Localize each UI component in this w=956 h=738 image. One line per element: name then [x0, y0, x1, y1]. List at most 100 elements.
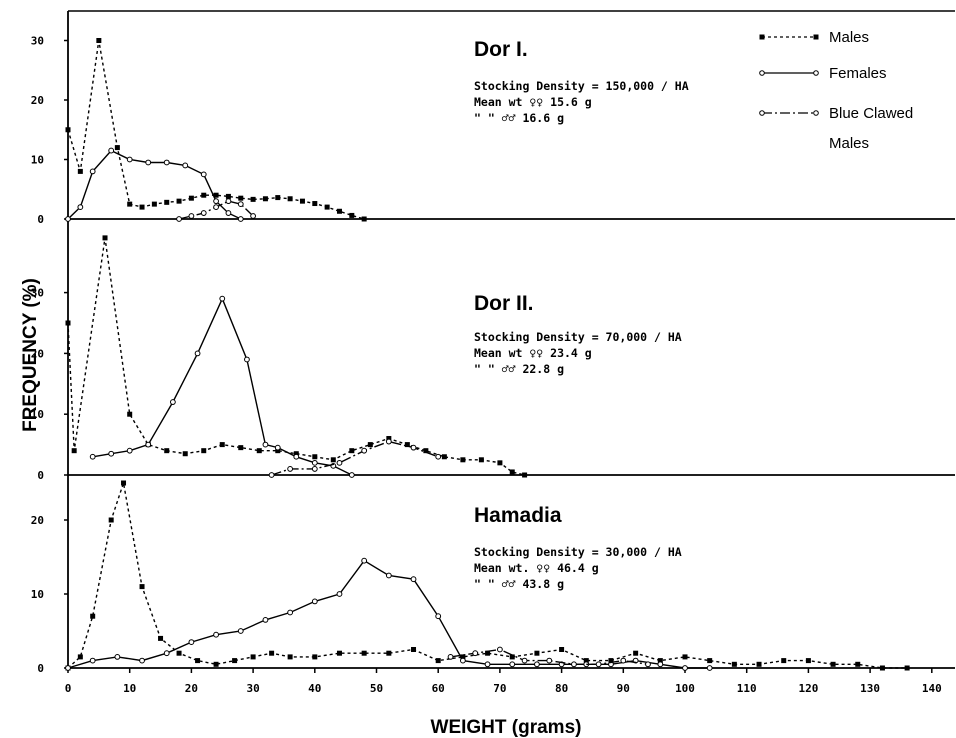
data-point	[121, 480, 127, 486]
data-point	[410, 576, 417, 583]
x-tick-label: 140	[922, 682, 942, 695]
panels: 0 10 20 30 Dor I. Stocking Density = 150,000 …	[31, 35, 910, 675]
y-tick-label: 10	[31, 408, 44, 421]
data-point	[361, 447, 368, 454]
data-point	[77, 168, 83, 174]
series-blue-clawed-males	[268, 438, 442, 478]
legend-marker	[813, 110, 819, 116]
data-point	[571, 661, 577, 668]
legend-label-line2: Males	[829, 135, 869, 152]
data-point	[311, 466, 318, 472]
data-point	[497, 460, 503, 466]
data-point	[139, 584, 145, 590]
data-point	[435, 613, 442, 620]
data-point	[620, 657, 627, 664]
data-point	[213, 192, 219, 198]
y-tick-label: 20	[31, 347, 44, 360]
data-point	[287, 196, 293, 202]
data-point	[219, 295, 226, 302]
data-point	[349, 448, 355, 454]
data-point	[546, 657, 553, 664]
panel-info-line: Mean wt ♀♀ 15.6 g	[474, 95, 592, 109]
data-point	[682, 665, 688, 671]
panel-info-line: Stocking Density = 30,000 / HA	[474, 545, 682, 559]
data-point	[460, 457, 466, 463]
panel-info-line: " " ♂♂ 22.8 g	[474, 362, 564, 376]
panel-0: 0 10 20 30 Dor I. Stocking Density = 150,000 …	[31, 35, 689, 227]
data-point	[225, 198, 232, 205]
legend-label: Males	[829, 29, 869, 46]
data-point	[250, 196, 256, 202]
data-point	[435, 453, 442, 460]
data-point	[275, 195, 281, 201]
data-point	[89, 657, 96, 664]
data-point	[163, 159, 170, 166]
data-point	[262, 196, 268, 202]
data-point	[385, 438, 392, 445]
data-point	[194, 350, 201, 357]
data-point	[195, 658, 201, 664]
data-point	[164, 448, 170, 454]
data-point	[269, 650, 275, 656]
data-point	[336, 208, 342, 214]
legend-label: Blue Clawed	[829, 105, 913, 122]
data-point	[367, 442, 373, 448]
y-tick-label: 10	[31, 154, 44, 167]
data-point	[96, 38, 102, 43]
data-point	[484, 661, 491, 668]
panel-title: Dor II.	[474, 292, 534, 315]
data-point	[299, 198, 305, 204]
data-point	[188, 195, 194, 201]
data-point	[90, 613, 96, 619]
series-males	[65, 38, 367, 222]
data-point	[127, 201, 133, 207]
data-point	[657, 661, 664, 668]
data-point	[349, 212, 355, 218]
legend-marker	[813, 70, 819, 76]
data-point	[102, 235, 108, 241]
series-blue-clawed-males	[447, 646, 651, 668]
data-point	[682, 654, 688, 660]
data-point	[441, 454, 447, 460]
data-point	[238, 195, 244, 201]
x-tick-label: 0	[65, 682, 72, 695]
x-tick-label: 30	[246, 682, 259, 695]
data-point	[188, 639, 195, 645]
data-point	[145, 159, 152, 166]
data-point	[244, 356, 250, 363]
data-point	[756, 661, 762, 667]
data-point	[250, 213, 257, 219]
data-point	[485, 650, 491, 656]
data-point	[201, 448, 207, 454]
series-males	[65, 480, 910, 671]
x-tick-label: 100	[675, 682, 695, 695]
series-females	[65, 147, 244, 222]
series-females	[89, 295, 355, 478]
data-point	[608, 658, 614, 664]
legend-label: Females	[829, 65, 887, 82]
data-point	[182, 451, 188, 457]
legend-marker	[759, 110, 765, 116]
panel-info-line: " " ♂♂ 16.6 g	[474, 111, 564, 125]
series-line	[67, 149, 242, 220]
data-point	[169, 399, 176, 405]
data-point	[781, 658, 787, 664]
panel-info-line: Stocking Density = 150,000 / HA	[474, 79, 689, 93]
data-point	[139, 204, 145, 210]
y-tick-label: 20	[31, 94, 44, 107]
data-point	[324, 204, 330, 210]
data-point	[151, 201, 157, 207]
panel-2: 0 10 20 Hamadia Stocking Density = 30,000 / …	[31, 480, 910, 675]
data-point	[312, 201, 318, 207]
data-point	[534, 650, 540, 656]
data-point	[158, 635, 164, 641]
data-point	[108, 517, 114, 523]
data-point	[521, 657, 528, 664]
x-tick-label: 80	[555, 682, 568, 695]
data-point	[348, 472, 355, 478]
data-point	[879, 665, 885, 671]
y-tick-label: 30	[31, 35, 44, 48]
data-point	[410, 444, 417, 451]
data-point	[237, 216, 244, 222]
